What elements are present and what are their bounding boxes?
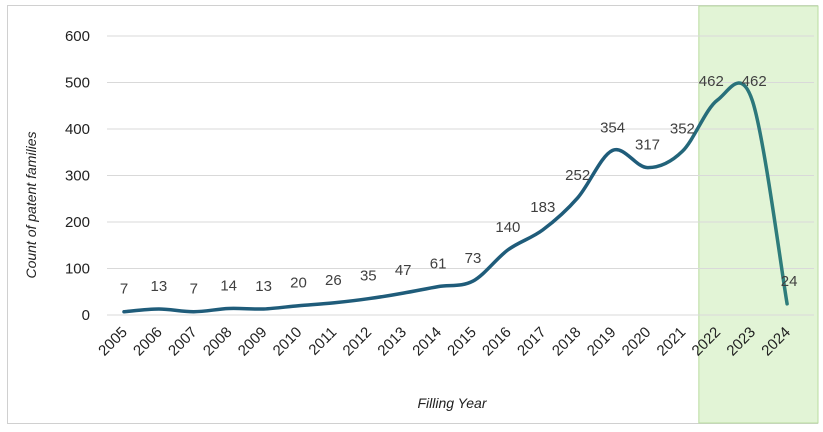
y-tick-label: 200 [65,214,90,231]
y-tick-label: 300 [65,168,90,185]
x-tick-label: 2008 [200,324,236,360]
y-tick-label: 600 [65,28,90,45]
data-label: 14 [220,277,237,294]
data-label: 13 [255,278,272,295]
x-tick-label: 2019 [584,324,620,360]
x-tick-label: 2014 [409,324,445,360]
data-label: 352 [670,120,695,137]
highlight-region [698,5,819,424]
data-label: 7 [120,281,128,298]
data-label: 183 [530,199,555,216]
y-tick-label: 400 [65,121,90,138]
x-tick-label: 2021 [654,324,690,360]
x-tick-label: 2017 [514,324,550,360]
data-label: 140 [495,219,520,236]
data-label: 24 [781,273,798,290]
x-tick-label: 2011 [305,324,340,359]
data-label: 252 [565,167,590,184]
data-label: 35 [360,268,377,285]
data-label: 20 [290,275,307,292]
x-tick-label: 2015 [444,324,480,360]
x-tick-label: 2020 [619,324,655,360]
y-tick-label: 500 [65,75,90,92]
x-tick-label: 2005 [95,324,131,360]
data-label: 7 [190,281,198,298]
data-label: 462 [699,73,724,90]
data-label: 317 [635,137,660,154]
x-tick-label: 2006 [130,324,166,360]
x-tick-label: 2016 [479,324,515,360]
x-tick-label: 2012 [340,324,376,360]
data-label: 13 [151,278,168,295]
y-tick-label: 100 [65,261,90,278]
x-tick-label: 2009 [235,324,271,360]
x-tick-label: 2018 [549,324,585,360]
x-axis-title: Filling Year [417,395,487,411]
y-tick-label: 0 [82,307,90,324]
x-tick-label: 2013 [374,324,410,360]
x-tick-label: 2007 [165,324,201,360]
data-label: 462 [742,73,767,90]
data-label: 47 [395,262,412,279]
chart-frame [7,5,818,424]
data-label: 26 [325,272,342,289]
data-label: 73 [465,250,482,267]
data-label: 354 [600,119,625,136]
y-axis-title: Count of patent families [23,131,39,278]
series-line [122,81,789,314]
x-tick-label: 2010 [270,324,306,360]
data-label: 61 [430,256,447,273]
